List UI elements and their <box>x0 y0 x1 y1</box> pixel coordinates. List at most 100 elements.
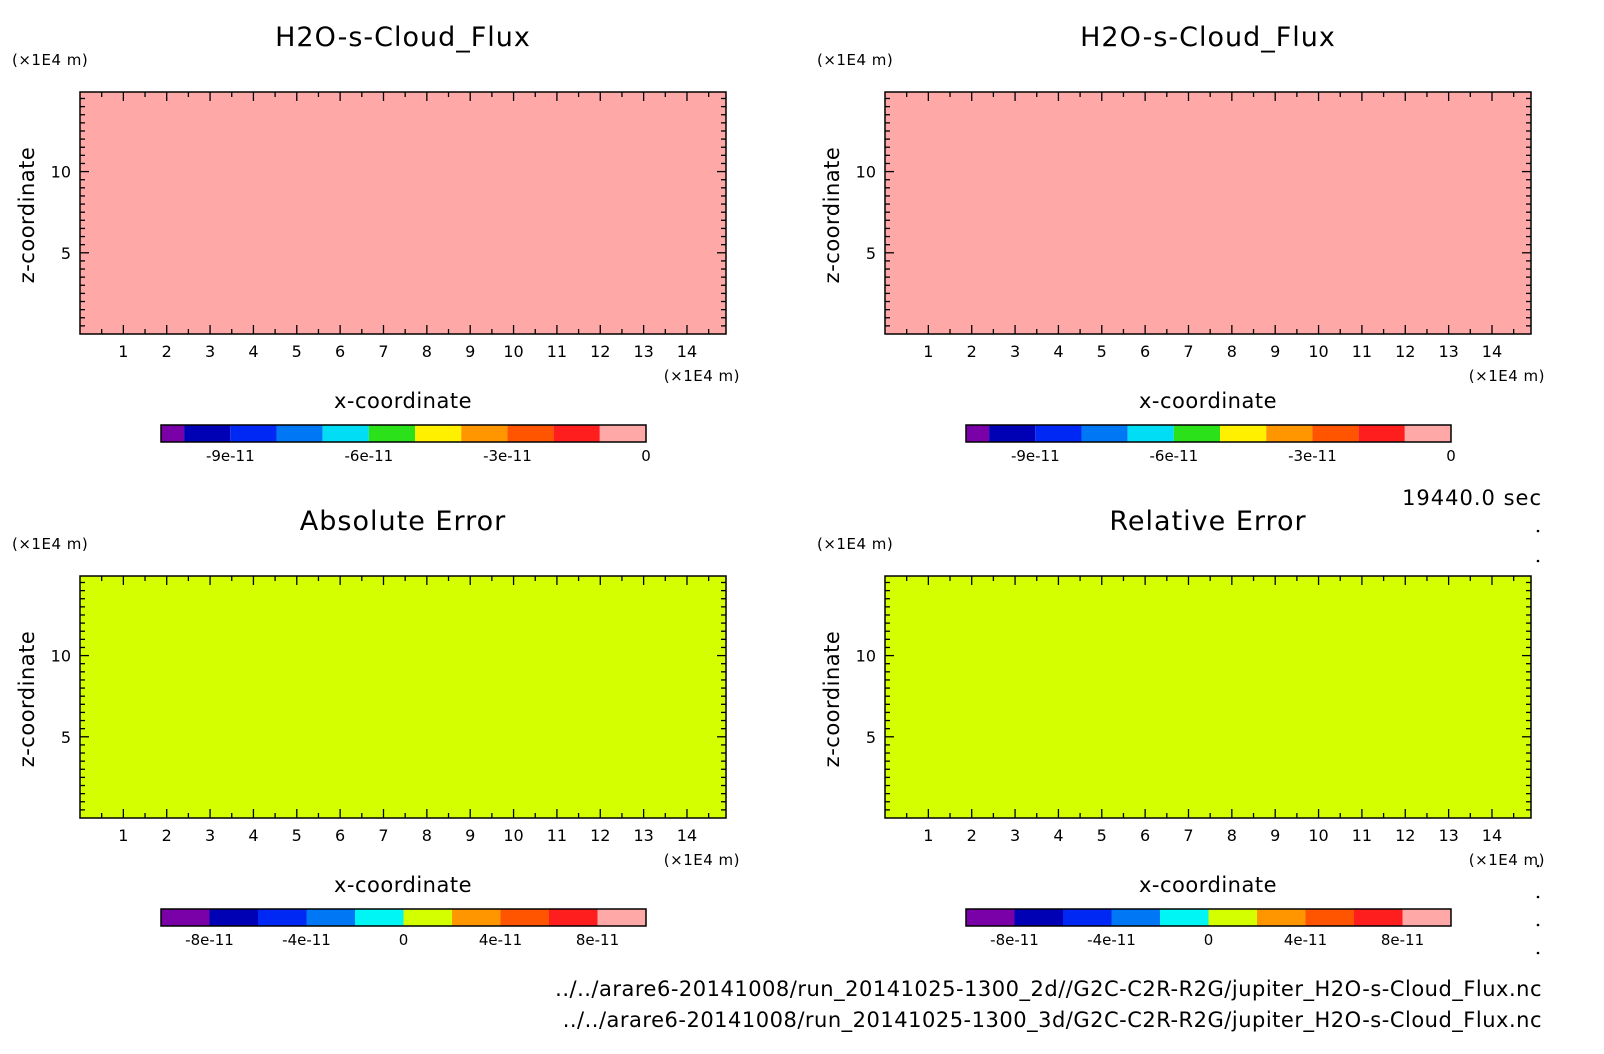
x-tick-label: 3 <box>205 342 215 361</box>
panel-title: Absolute Error <box>300 506 506 537</box>
y-axis-label: z-coordinate <box>820 631 844 768</box>
colorbar-swatch <box>258 909 307 926</box>
x-tick-label: 13 <box>633 826 653 845</box>
x-tick-label: 12 <box>590 826 610 845</box>
x-tick-label: 8 <box>1227 826 1237 845</box>
heatmap-panel: Absolute Error(×1E4 m)1 2 3 4 5 6 7 8 9 10 11 12 13 1… <box>12 506 740 949</box>
x-tick-label: 7 <box>378 342 388 361</box>
x-tick-label: 3 <box>205 826 215 845</box>
colorbar-swatch <box>1111 909 1160 926</box>
x-tick-label: 5 <box>1097 826 1107 845</box>
colorbar-swatch <box>1354 909 1403 926</box>
x-tick-label: 7 <box>1183 826 1193 845</box>
x-tick-label: 2 <box>967 826 977 845</box>
x-tick-label: 6 <box>1140 342 1150 361</box>
colorbar-tick-label: -9e-11 <box>1011 447 1060 465</box>
x-tick-label: 13 <box>633 342 653 361</box>
x-tick-label: 10 <box>1308 826 1328 845</box>
x-tick-label: 13 <box>1438 826 1458 845</box>
colorbar-swatch <box>184 425 231 442</box>
x-tick-label: 9 <box>1270 826 1280 845</box>
time-label: 19440.0 sec <box>1402 486 1542 510</box>
x-tick-label: 6 <box>335 342 345 361</box>
colorbar-swatch <box>553 425 600 442</box>
x-tick-label: 5 <box>1097 342 1107 361</box>
y-unit-label: (×1E4 m) <box>12 535 88 553</box>
x-tick-label: 8 <box>422 826 432 845</box>
colorbar-swatch <box>355 909 404 926</box>
colorbar-swatch <box>1035 425 1082 442</box>
colorbar-swatch <box>276 425 323 442</box>
colorbar-tick-label: -6e-11 <box>345 447 394 465</box>
x-tick-label: 6 <box>335 826 345 845</box>
colorbar-swatch <box>966 909 1015 926</box>
margin-dot <box>1536 895 1540 899</box>
colorbar-swatch <box>368 425 416 442</box>
colorbar-swatch <box>161 909 210 926</box>
margin-dot <box>1536 951 1540 955</box>
panel-title: H2O-s-Cloud_Flux <box>275 22 531 53</box>
colorbar-swatch <box>597 909 646 926</box>
y-unit-label: (×1E4 m) <box>12 51 88 69</box>
colorbar-tick-label: -8e-11 <box>185 931 234 949</box>
colorbar-swatch <box>989 425 1036 442</box>
x-tick-label: 5 <box>292 826 302 845</box>
x-tick-label: 6 <box>1140 826 1150 845</box>
x-tick-label: 1 <box>923 342 933 361</box>
x-tick-label: 4 <box>248 342 258 361</box>
colorbar-tick-label: 8e-11 <box>1381 931 1424 949</box>
panel-title: H2O-s-Cloud_Flux <box>1080 22 1336 53</box>
y-unit-label: (×1E4 m) <box>817 51 893 69</box>
x-tick-label: 1 <box>923 826 933 845</box>
colorbar-tick-label: 0 <box>1204 931 1214 949</box>
x-tick-label: 13 <box>1438 342 1458 361</box>
colorbar-tick-label: -8e-11 <box>990 931 1039 949</box>
colorbar-swatch <box>966 425 990 442</box>
x-axis-label: x-coordinate <box>1139 389 1277 413</box>
colorbar-tick-label: 0 <box>1446 447 1456 465</box>
colorbar-tick-label: 0 <box>399 931 409 949</box>
x-tick-label: 11 <box>547 342 567 361</box>
colorbar-tick-label: -3e-11 <box>1288 447 1337 465</box>
x-tick-label: 12 <box>590 342 610 361</box>
x-tick-label: 5 <box>292 342 302 361</box>
x-tick-label: 3 <box>1010 342 1020 361</box>
colorbar-swatch <box>1014 909 1063 926</box>
y-axis-label: z-coordinate <box>15 631 39 768</box>
file-path-2d: ../../arare6-20141008/run_20141025-1300_… <box>555 977 1542 1002</box>
colorbar-swatch <box>1208 909 1257 926</box>
x-tick-label: 14 <box>1482 826 1502 845</box>
file-path-3d: ../../arare6-20141008/run_20141025-1300_… <box>563 1008 1542 1033</box>
y-tick-label: 10 <box>51 163 71 182</box>
margin-dot <box>1536 559 1540 563</box>
x-unit-label: (×1E4 m) <box>664 851 740 869</box>
x-tick-label: 10 <box>503 826 523 845</box>
y-tick-label: 10 <box>856 647 876 666</box>
colorbar-swatch <box>452 909 501 926</box>
x-tick-label: 10 <box>1308 342 1328 361</box>
margin-dot <box>1536 923 1540 927</box>
colorbar-swatch <box>1402 909 1451 926</box>
heatmap-field <box>885 576 1531 818</box>
y-axis-label: z-coordinate <box>820 147 844 284</box>
colorbar-tick-label: -4e-11 <box>282 931 331 949</box>
heatmap-field <box>885 92 1531 334</box>
heatmap-field <box>80 92 726 334</box>
plot-frame <box>884 575 1532 819</box>
y-axis-label: z-coordinate <box>15 147 39 284</box>
x-axis-label: x-coordinate <box>334 873 472 897</box>
colorbar-frame <box>965 908 1452 927</box>
x-tick-label: 9 <box>465 342 475 361</box>
x-axis-label: x-coordinate <box>334 389 472 413</box>
x-tick-label: 14 <box>1482 342 1502 361</box>
decorative-dots <box>1536 529 1540 955</box>
colorbar-tick-label: 8e-11 <box>576 931 619 949</box>
colorbar-swatch <box>161 425 185 442</box>
colorbar-swatch <box>507 425 554 442</box>
y-tick-label: 10 <box>51 647 71 666</box>
colorbar-tick-label: 0 <box>641 447 651 465</box>
x-tick-label: 11 <box>547 826 567 845</box>
margin-dot <box>1536 529 1540 533</box>
colorbar-tick-label: 4e-11 <box>1284 931 1327 949</box>
x-tick-label: 7 <box>1183 342 1193 361</box>
